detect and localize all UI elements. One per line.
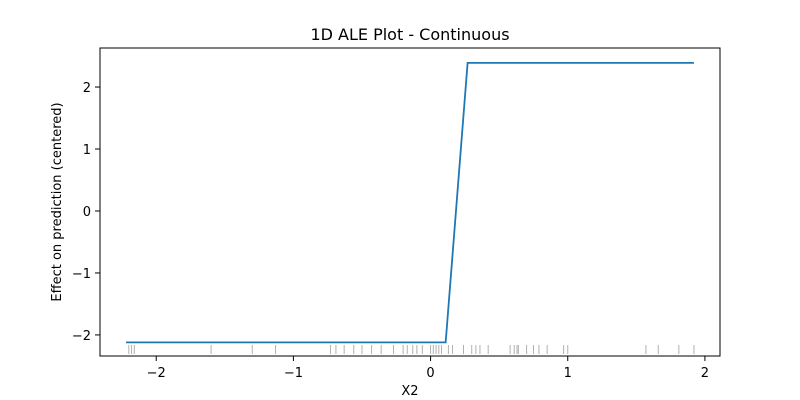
x-tick-label: 2 xyxy=(701,366,709,381)
y-tick-label: 1 xyxy=(83,143,91,158)
y-tick-label: 0 xyxy=(83,205,91,220)
x-axis: −2 −1 0 1 2 xyxy=(147,356,709,381)
x-tick-label: 1 xyxy=(564,366,572,381)
x-tick-label: −1 xyxy=(284,366,303,381)
plot-frame xyxy=(99,47,721,357)
plot-area xyxy=(126,61,695,354)
y-axis: −2 −1 0 1 2 xyxy=(72,81,100,344)
y-tick-label: −2 xyxy=(72,329,91,344)
ale-line xyxy=(126,61,694,344)
chart-title: 1D ALE Plot - Continuous xyxy=(310,25,509,44)
x-tick-label: −2 xyxy=(147,366,166,381)
y-axis-label: Effect on prediction (centered) xyxy=(50,102,65,301)
x-tick-label: 0 xyxy=(426,366,434,381)
y-tick-label: −1 xyxy=(72,267,91,282)
x-axis-label: X2 xyxy=(401,384,418,399)
y-tick-label: 2 xyxy=(83,81,91,96)
